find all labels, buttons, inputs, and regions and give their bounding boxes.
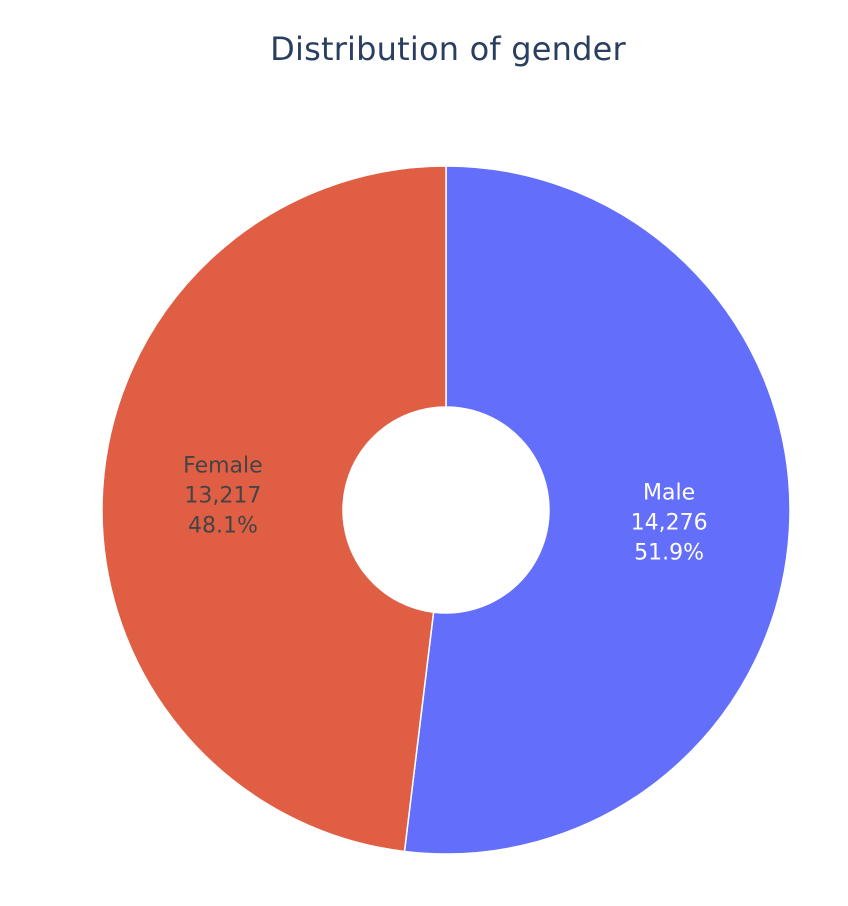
- slice-value-label: 13,217: [184, 483, 261, 508]
- slices-layer: [101, 165, 791, 855]
- labels-layer: Male 14,276 51.9% Female 13,217 48.1%: [183, 453, 707, 565]
- slice-value-label: 14,276: [631, 511, 708, 536]
- slice-label-male: Male 14,276 51.9%: [631, 481, 708, 566]
- slice-percent-label: 51.9%: [634, 541, 704, 566]
- slice-name-label: Female: [183, 453, 263, 478]
- chart-title: Distribution of gender: [270, 30, 626, 68]
- slice-label-female: Female 13,217 48.1%: [183, 453, 263, 538]
- donut-hole: [343, 407, 549, 613]
- slice-percent-label: 48.1%: [188, 513, 258, 538]
- slice-name-label: Male: [643, 481, 695, 506]
